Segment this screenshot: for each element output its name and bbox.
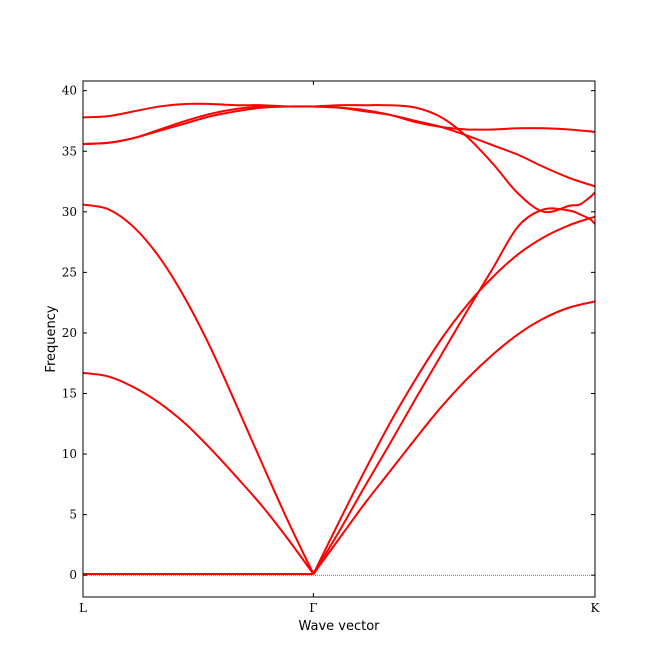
x-tick-label: Γ bbox=[309, 601, 317, 615]
y-tick-label: 25 bbox=[62, 265, 77, 279]
band-line-4-right bbox=[313, 105, 596, 188]
ticks-group: 0 5 10 15 20 25 30 35 40 L Γ K bbox=[62, 81, 601, 615]
x-tick-label: K bbox=[591, 601, 601, 615]
series-group bbox=[82, 102, 596, 576]
band-line-5-left bbox=[82, 105, 314, 145]
band-line-1-left bbox=[82, 371, 315, 575]
band-line-6-right bbox=[313, 105, 596, 133]
plot-frame bbox=[82, 80, 596, 598]
band-line-6-left bbox=[82, 102, 314, 119]
y-tick-label: 35 bbox=[62, 144, 77, 158]
x-tick-label: L bbox=[79, 601, 87, 615]
y-axis-label: Frequency bbox=[44, 305, 59, 372]
x-axis-label: Wave vector bbox=[298, 619, 380, 634]
y-tick-label: 5 bbox=[69, 508, 77, 522]
y-tick-label: 0 bbox=[69, 568, 77, 582]
band-line-2-left bbox=[82, 203, 315, 575]
y-tick-label: 20 bbox=[62, 326, 77, 340]
y-tick-label: 30 bbox=[62, 205, 77, 219]
y-tick-label: 15 bbox=[62, 387, 77, 401]
band-line-3-right bbox=[312, 215, 596, 575]
band-line-5-right bbox=[313, 104, 596, 214]
y-tick-label: 40 bbox=[62, 84, 77, 98]
band-line-1-right bbox=[312, 300, 596, 575]
y-tick-label: 10 bbox=[62, 447, 77, 461]
band-line-4-left bbox=[82, 105, 314, 145]
